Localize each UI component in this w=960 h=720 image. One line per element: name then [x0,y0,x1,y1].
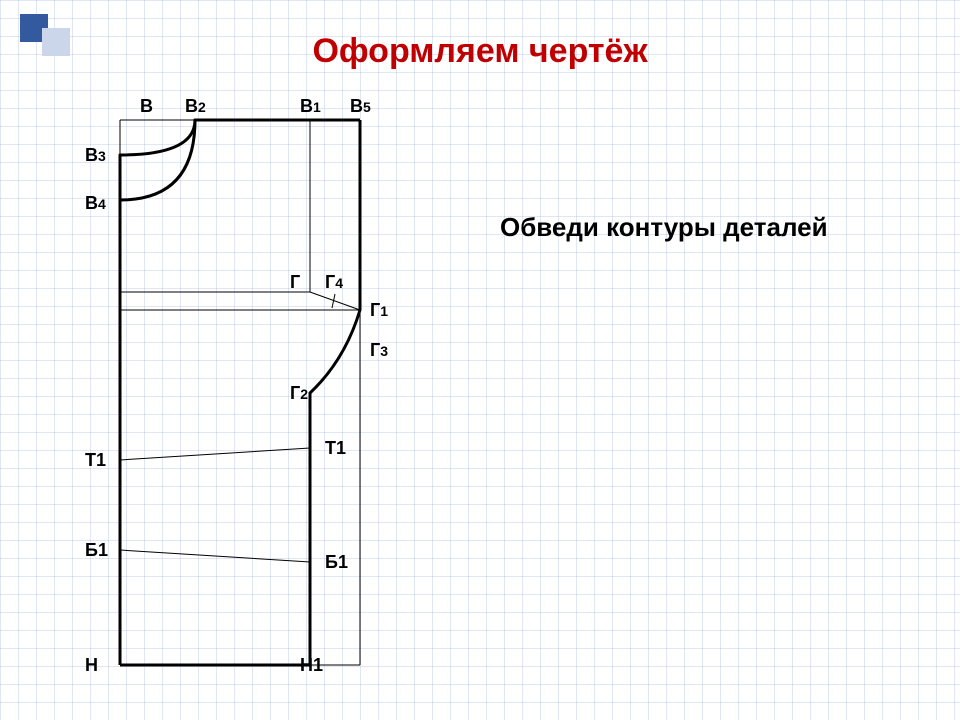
point-label-base: Н [85,655,98,675]
point-label-base: Г [290,272,300,292]
point-label-base: В [140,96,153,116]
point-label-base: Г [370,340,380,360]
point-label: Т1 [85,450,106,471]
point-label-sub: 3 [98,148,106,164]
point-label-sub: 2 [300,386,308,402]
point-label: Г [290,272,300,293]
point-label: Б1 [85,540,108,561]
point-label: В1 [300,96,321,117]
point-label-sub: 4 [335,275,343,291]
point-label: В5 [350,96,371,117]
point-label-base: В [85,145,98,165]
point-label-base: В [185,96,198,116]
point-label: Т1 [325,438,346,459]
point-label: Г4 [325,272,343,293]
point-label: В [140,96,153,117]
point-label-sub: 1 [380,303,388,319]
point-label-sub: 2 [198,99,206,115]
point-label-base: Г [325,272,335,292]
point-label-base: В [300,96,313,116]
point-label-sub: 3 [380,343,388,359]
point-label: Г2 [290,383,308,404]
point-label: Н1 [300,655,323,676]
point-label-base: Т1 [325,438,346,458]
point-label: Г3 [370,340,388,361]
point-label-base: Н1 [300,655,323,675]
point-label: В3 [85,145,106,166]
point-label-base: В [85,193,98,213]
point-label: Н [85,655,98,676]
point-label: В4 [85,193,106,214]
point-label-sub: 4 [98,196,106,212]
point-label: Б1 [325,552,348,573]
point-label-base: Г [370,300,380,320]
point-label-base: Б1 [325,552,348,572]
point-label-base: Б1 [85,540,108,560]
point-label-sub: 1 [313,99,321,115]
point-label-base: Г [290,383,300,403]
point-label: В2 [185,96,206,117]
point-label: Г1 [370,300,388,321]
point-label-sub: 5 [363,99,371,115]
point-label-base: В [350,96,363,116]
point-label-base: Т1 [85,450,106,470]
